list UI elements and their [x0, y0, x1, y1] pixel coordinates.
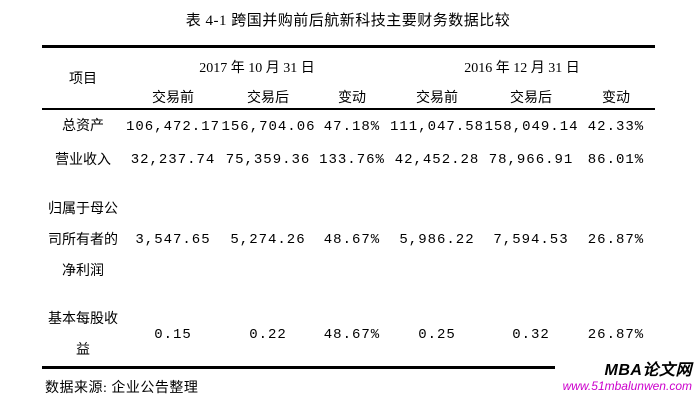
header-cell-pre-deal-2016: 交易前 [389, 85, 485, 110]
header-cell-pre-deal-2017: 交易前 [124, 85, 222, 110]
row-label: 归属于母公司所有者的净利润 [48, 201, 118, 279]
table-caption: 表 4-1 跨国并购前后航新科技主要财务数据比较 [185, 13, 511, 29]
value-cell: 133.76% [319, 152, 385, 168]
row-label: 营业收入 [55, 152, 111, 168]
financial-comparison-table: 项目 2017 年 10 月 31 日 2016 年 12 月 31 日 交易前… [41, 45, 655, 369]
value-cell: 106,472.17 [125, 118, 220, 135]
watermark-site-url-link[interactable]: www.51mbalunwen.com [562, 378, 692, 393]
header-row-periods: 项目 2017 年 10 月 31 日 2016 年 12 月 31 日 [41, 46, 655, 110]
value-cell: 0.15 [154, 326, 192, 343]
value-cell: 75,359.36 [225, 152, 311, 168]
value-cell: 5,274.26 [230, 232, 306, 248]
value-cell: 3,547.65 [135, 232, 211, 248]
table-row-net-profit-parent: 归属于母公司所有者的净利润 3,547.65 5,274.26 48.67% 5… [42, 177, 655, 304]
value-cell: 0.25 [418, 326, 456, 343]
value-cell: 86.01% [587, 152, 645, 168]
value-cell: 0.32 [512, 326, 550, 343]
header-cell-change-2016: 变动 [577, 85, 655, 110]
header-cell-change-2017: 变动 [314, 85, 390, 110]
value-cell: 47.18% [323, 118, 381, 135]
value-cell: 26.87% [587, 232, 645, 248]
table-row-total-assets: 总资产 106,472.17 156,704.06 47.18% 111,047… [42, 109, 655, 144]
watermark-site-name: MBA论文网 [604, 362, 692, 379]
value-cell: 5,986.22 [399, 232, 475, 248]
value-cell: 158,049.14 [484, 118, 578, 135]
value-cell: 0.22 [249, 326, 287, 343]
watermark: MBA论文网 www.51mbalunwen.com [554, 362, 692, 393]
value-cell: 78,966.91 [488, 152, 574, 168]
value-cell: 26.87% [587, 326, 645, 343]
header-cell-post-deal-2016: 交易后 [484, 85, 578, 110]
value-cell: 42,452.28 [394, 152, 480, 168]
value-cell: 32,237.74 [130, 152, 216, 168]
header-cell-period-2017: 2017 年 10 月 31 日 [199, 60, 315, 76]
value-cell: 111,047.58 [389, 118, 484, 135]
row-label: 总资产 [62, 119, 104, 134]
value-cell: 48.67% [323, 232, 381, 248]
table-row-basic-eps: 基本每股收益 0.15 0.22 48.67% 0.25 0.32 26.87% [42, 304, 655, 368]
header-cell-period-2016: 2016 年 12 月 31 日 [464, 60, 580, 76]
value-cell: 42.33% [587, 118, 645, 135]
value-cell: 48.67% [323, 326, 381, 343]
header-cell-item: 项目 [41, 46, 125, 110]
header-cell-post-deal-2017: 交易后 [221, 85, 315, 110]
data-source-note: 数据来源: 企业公告整理 [45, 380, 199, 396]
value-cell: 156,704.06 [221, 118, 315, 135]
row-label: 基本每股收益 [48, 311, 118, 358]
table-row-operating-revenue: 营业收入 32,237.74 75,359.36 133.76% 42,452.… [42, 144, 655, 177]
header-row-subheaders: 交易前 交易后 变动 交易前 交易后 变动 [42, 85, 655, 110]
value-cell: 7,594.53 [493, 232, 569, 248]
